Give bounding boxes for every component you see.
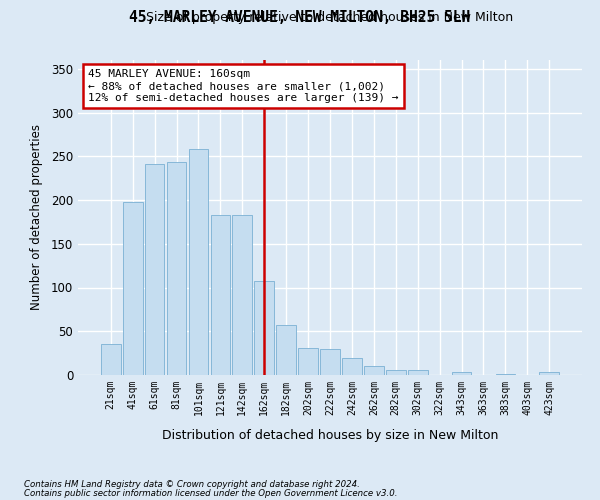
Text: Contains public sector information licensed under the Open Government Licence v3: Contains public sector information licen… — [24, 488, 398, 498]
Bar — [496, 374, 515, 375]
X-axis label: Distribution of detached houses by size in New Milton: Distribution of detached houses by size … — [162, 429, 498, 442]
Bar — [452, 372, 472, 375]
Title: Size of property relative to detached houses in New Milton: Size of property relative to detached ho… — [146, 11, 514, 24]
Text: Contains HM Land Registry data © Crown copyright and database right 2024.: Contains HM Land Registry data © Crown c… — [24, 480, 360, 489]
Bar — [408, 370, 428, 375]
Bar — [101, 344, 121, 375]
Bar — [386, 370, 406, 375]
Bar — [167, 162, 187, 375]
Bar — [539, 372, 559, 375]
Y-axis label: Number of detached properties: Number of detached properties — [29, 124, 43, 310]
Bar — [211, 215, 230, 375]
Bar — [364, 366, 384, 375]
Text: 45 MARLEY AVENUE: 160sqm
← 88% of detached houses are smaller (1,002)
12% of sem: 45 MARLEY AVENUE: 160sqm ← 88% of detach… — [88, 70, 398, 102]
Bar — [320, 349, 340, 375]
Bar — [188, 149, 208, 375]
Bar — [254, 280, 274, 375]
Bar — [232, 215, 252, 375]
Bar — [145, 164, 164, 375]
Bar — [123, 202, 143, 375]
Bar — [276, 325, 296, 375]
Bar — [298, 348, 318, 375]
Text: 45, MARLEY AVENUE, NEW MILTON, BH25 5LH: 45, MARLEY AVENUE, NEW MILTON, BH25 5LH — [130, 10, 470, 25]
Bar — [342, 358, 362, 375]
